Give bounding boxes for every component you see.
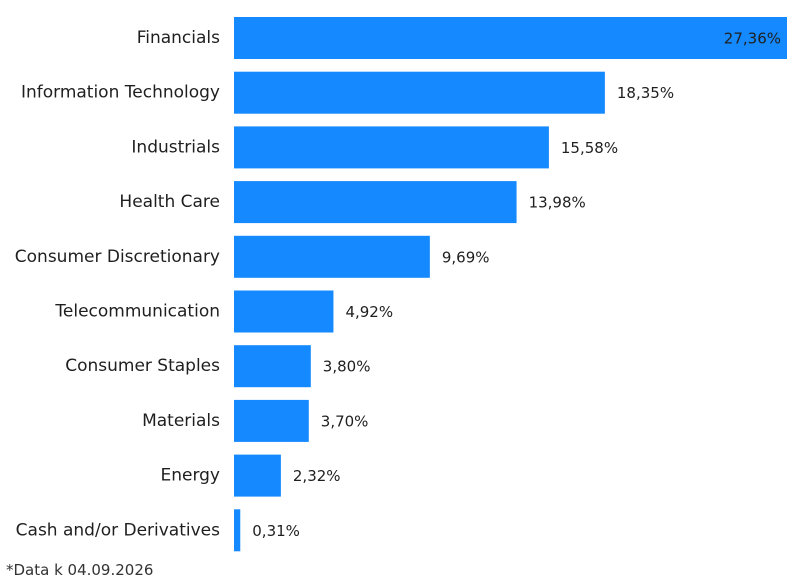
value-label: 9,69% [442,248,490,266]
bar [234,71,605,114]
value-label: 4,92% [345,303,393,321]
category-label: Financials [137,28,220,48]
category-label: Energy [160,466,220,486]
bar [234,17,787,59]
bar [234,126,549,169]
bar [234,290,334,333]
value-label: 15,58% [561,139,618,157]
category-label: Health Care [119,192,220,212]
category-label: Cash and/or Derivatives [16,520,220,540]
value-label: 27,36% [724,30,781,48]
bar [234,454,281,497]
category-label: Consumer Staples [65,356,220,376]
value-label: 3,70% [321,412,369,430]
bar [234,509,241,552]
category-label: Industrials [131,137,220,157]
data-date-footnote: *Data k 04.09.2026 [6,561,154,579]
value-label: 13,98% [529,194,586,212]
value-label: 2,32% [293,467,341,485]
value-label: 0,31% [252,522,300,540]
category-label: Consumer Discretionary [15,247,220,267]
bar [234,345,311,388]
category-label: Materials [142,411,220,431]
value-label: 18,35% [617,84,674,102]
category-label: Information Technology [21,83,220,103]
bar [234,399,309,442]
bar [234,235,430,278]
category-label: Telecommunication [54,302,220,322]
bar [234,181,517,224]
value-label: 3,80% [323,358,371,376]
